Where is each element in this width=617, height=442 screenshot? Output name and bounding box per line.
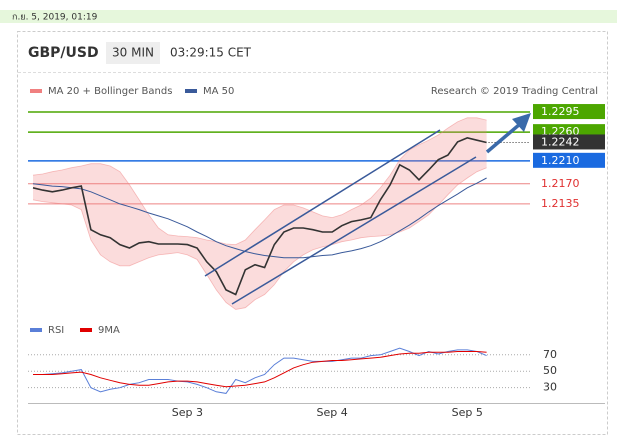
legend-swatch xyxy=(185,89,197,93)
timestamp-bar xyxy=(0,10,617,23)
price-line xyxy=(32,137,487,296)
series-line xyxy=(33,351,487,388)
x-tick-label: Sep 5 xyxy=(452,406,483,419)
arrow-shaft xyxy=(485,122,522,154)
level-label: 1.2210 xyxy=(541,154,580,167)
y-tick-label: 50 xyxy=(543,364,557,377)
level-label: 1.2242 xyxy=(541,135,580,148)
channel-upper xyxy=(204,129,441,277)
y-tick-label: 70 xyxy=(543,348,557,361)
legend-label: MA 50 xyxy=(203,86,234,97)
level-label-box xyxy=(533,134,605,150)
band-upper xyxy=(32,117,487,246)
plot: 1.22951.22601.22421.22101.21701.2135Sep … xyxy=(28,86,605,419)
time: 03:29:15 CET xyxy=(170,46,252,60)
y-tick-label: 30 xyxy=(543,381,557,394)
level-label: 1.2135 xyxy=(541,197,580,210)
bollinger-band xyxy=(33,117,487,310)
level-label-box xyxy=(533,152,605,168)
series-line xyxy=(33,347,487,394)
legend-swatch xyxy=(80,328,92,332)
level-label: 1.2295 xyxy=(541,105,580,118)
x-tick-label: Sep 4 xyxy=(317,406,348,419)
legend-label: 9MA xyxy=(98,325,120,336)
symbol: GBP/USD xyxy=(28,45,99,61)
legend-swatch xyxy=(30,89,42,93)
x-tick-label: Sep 3 xyxy=(172,406,203,419)
arrow-head xyxy=(512,113,531,132)
channel-lower xyxy=(231,156,477,305)
interval: 30 MIN xyxy=(112,46,154,60)
legend-swatch xyxy=(30,328,42,332)
level-label-box xyxy=(533,104,605,120)
timestamp: ก.ย. 5, 2019, 01:19 xyxy=(12,13,98,23)
interval-box xyxy=(106,42,160,64)
panel-border xyxy=(17,31,608,435)
legend-label: MA 20 + Bollinger Bands xyxy=(48,86,172,97)
legend-label: RSI xyxy=(48,325,64,336)
series-line xyxy=(32,177,487,259)
band-lower xyxy=(32,167,487,310)
credit: Research © 2019 Trading Central xyxy=(431,86,598,97)
level-label: 1.2170 xyxy=(541,177,580,190)
